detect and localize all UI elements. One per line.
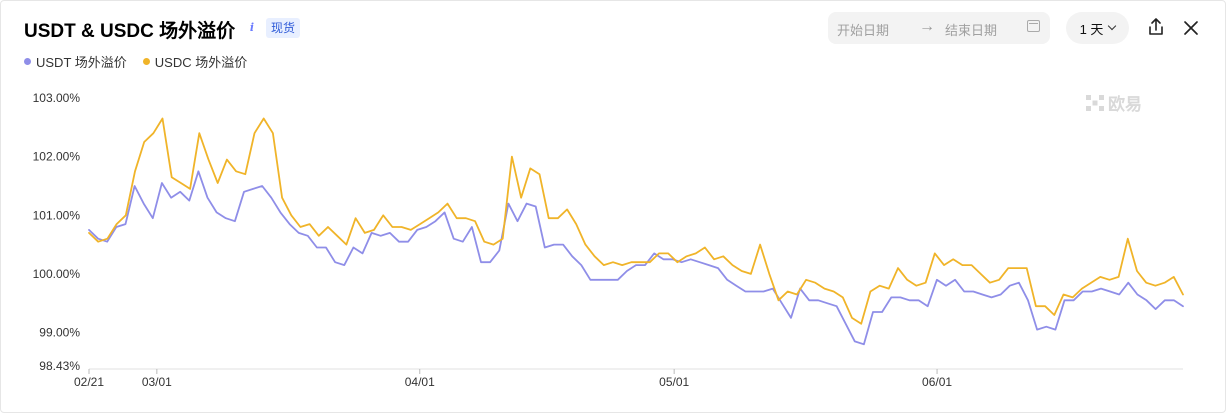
y-tick-label: 100.00% — [33, 267, 81, 281]
start-date-input[interactable]: 开始日期 — [837, 23, 890, 38]
legend-item-usdc[interactable]: USDC 场外溢价 — [142, 52, 248, 71]
x-tick-label: 05/01 — [659, 375, 689, 389]
info-icon[interactable]: i — [249, 21, 255, 34]
spot-badge: 现货 — [266, 18, 301, 38]
okx-logo-icon — [1086, 94, 1104, 111]
legend-dot-usdt — [24, 58, 31, 65]
legend-dot-usdc — [142, 58, 150, 65]
legend-label-usdt: USDT 场外溢价 — [36, 55, 127, 70]
interval-value: 1 天 — [1079, 21, 1104, 37]
x-tick-label: 02/21 — [74, 375, 104, 389]
calendar-icon[interactable] — [1027, 20, 1040, 32]
y-tick-label: 98.43% — [39, 359, 80, 373]
page-title: USDT & USDC 场外溢价 — [24, 21, 236, 42]
series-line-usdc — [88, 117, 1184, 325]
y-tick-label: 99.00% — [39, 326, 80, 340]
arrow-right-icon: → — [919, 18, 935, 35]
date-range-picker[interactable]: 开始日期 → 结束日期 — [828, 12, 1050, 44]
x-tick-label: 06/01 — [922, 375, 952, 389]
y-tick-label: 102.00% — [33, 150, 81, 164]
x-tick-label: 04/01 — [405, 375, 435, 389]
okx-watermark: 欧易 — [1086, 90, 1142, 115]
x-tick-label: 03/01 — [142, 375, 172, 389]
legend-label-usdc: USDC 场外溢价 — [154, 55, 248, 70]
series-line-usdt — [88, 170, 1184, 346]
share-icon[interactable] — [1146, 17, 1166, 37]
y-tick-label: 103.00% — [33, 91, 81, 105]
watermark-text: 欧易 — [1108, 95, 1142, 114]
chart-legend: USDT 场外溢价 USDC 场外溢价 — [24, 52, 247, 71]
legend-item-usdt[interactable]: USDT 场外溢价 — [24, 52, 127, 71]
end-date-input[interactable]: 结束日期 — [945, 23, 998, 38]
interval-select[interactable]: 1 天 — [1066, 12, 1129, 44]
close-icon[interactable] — [1182, 19, 1200, 37]
y-tick-label: 101.00% — [33, 208, 81, 222]
